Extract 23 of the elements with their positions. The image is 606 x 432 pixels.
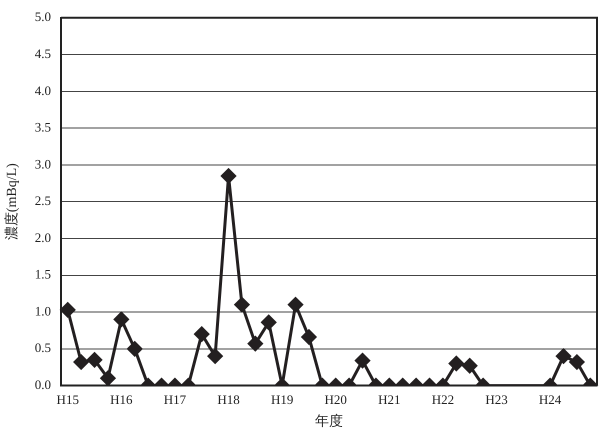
y-tick-label: 2.0 [34, 230, 52, 245]
x-tick-label: H18 [217, 392, 240, 407]
x-tick-label: H20 [324, 392, 347, 407]
y-tick-label: 5.0 [34, 9, 52, 24]
x-tick-label: H16 [110, 392, 134, 407]
y-tick-label: 0.0 [34, 377, 52, 392]
y-tick-label: 2.5 [34, 193, 52, 208]
x-tick-label: H22 [432, 392, 454, 407]
x-tick-label: H15 [56, 392, 79, 407]
y-tick-label: 4.0 [34, 82, 52, 98]
x-tick-label: H19 [270, 392, 294, 407]
y-tick-label: 1.0 [34, 303, 52, 318]
x-tick-label: H24 [538, 392, 562, 407]
y-tick-label: 3.5 [34, 120, 52, 135]
x-tick-label: H23 [485, 392, 508, 407]
y-tick-label: 4.5 [34, 46, 52, 61]
x-tick-label: H21 [378, 392, 401, 407]
y-axis-title: 濃度(mBq/L) [4, 162, 20, 240]
x-tick-label: H17 [164, 392, 187, 407]
x-axis-title: 年度 [315, 413, 344, 430]
y-tick-label: 0.5 [34, 340, 52, 356]
y-tick-label: 3.0 [34, 156, 52, 172]
y-tick-label: 1.5 [34, 266, 52, 282]
